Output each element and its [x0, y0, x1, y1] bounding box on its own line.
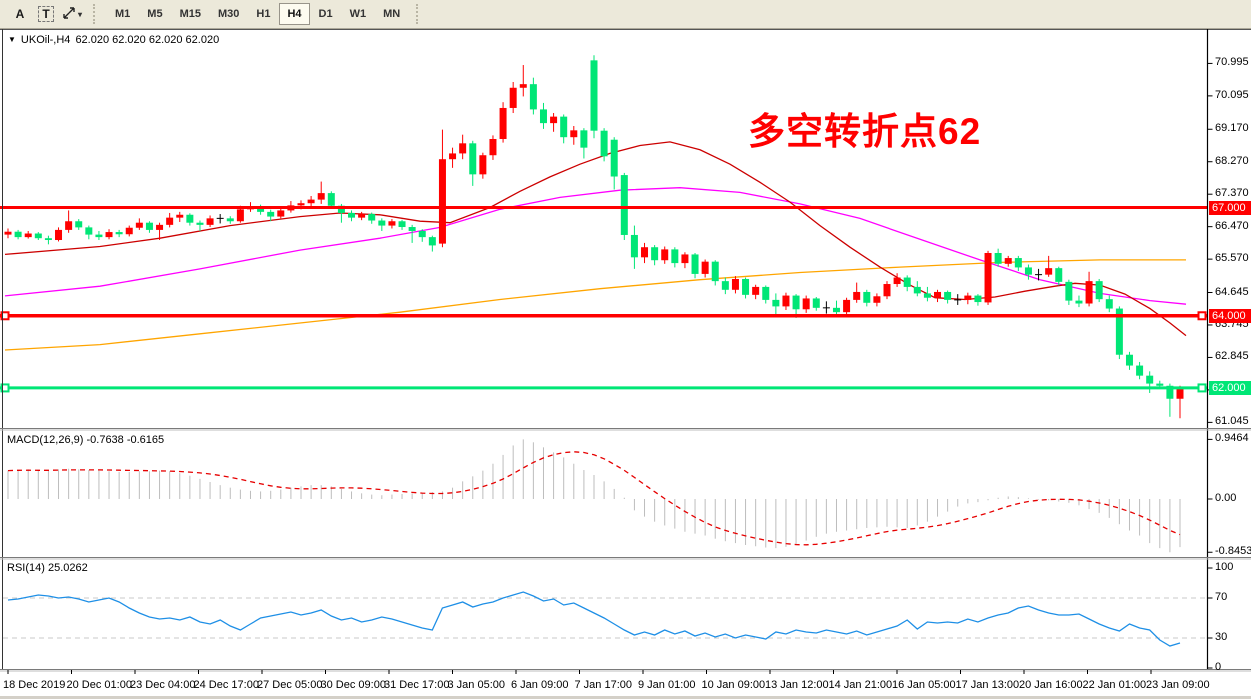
rsi-pane — [3, 591, 1208, 647]
timeframe-button-w1[interactable]: W1 — [349, 8, 367, 20]
window-bottom-edge — [0, 696, 1251, 699]
time-axis-label: 20 Jan 16:00 — [1019, 679, 1083, 691]
time-axis-label: 13 Jan 12:00 — [765, 679, 829, 691]
time-axis-label: 10 Jan 09:00 — [701, 679, 766, 691]
time-axis-label: 22 Jan 01:00 — [1082, 679, 1147, 691]
rsi-indicator-label: RSI(14) 25.0262 — [7, 562, 88, 574]
ohlc-values: 62.020 62.020 62.020 62.020 — [75, 34, 220, 46]
ma-line-slow-orange — [4, 259, 1186, 351]
pane-borders — [0, 29, 1251, 674]
time-axis-label: 14 Jan 21:00 — [828, 679, 893, 691]
price-tick-label: 66.470 — [1215, 219, 1249, 232]
rsi-tick-label: 100 — [1215, 561, 1234, 573]
toolbar: A T ▾ M1 M5 M15 M30 H1 H4 D1 W1 MN — [0, 0, 1251, 29]
chart-canvas[interactable] — [0, 29, 1251, 696]
price-tick-label: 69.170 — [1215, 122, 1249, 135]
time-axis-label: 18 Dec 2019 — [3, 679, 66, 691]
macd-pane — [7, 439, 1181, 553]
price-level-badge-67.000: 67.000 — [1209, 200, 1251, 215]
macd-signal-line — [7, 451, 1181, 546]
chart-title: ▼ UKOil-,H4 62.020 62.020 62.020 62.020 — [8, 34, 219, 46]
macd-indicator-label: MACD(12,26,9) -0.7638 -0.6165 — [7, 434, 165, 446]
time-axis-label: 31 Dec 17:00 — [384, 679, 450, 691]
timeframe-button-m1[interactable]: M1 — [115, 8, 131, 20]
time-axis-label: 20 Dec 01:00 — [66, 679, 132, 691]
time-axis-label: 3 Jan 05:00 — [447, 679, 506, 691]
ma-line-mid-magenta — [4, 187, 1187, 305]
toolbar-grip-2[interactable] — [416, 4, 421, 24]
price-tick-label: 67.370 — [1215, 187, 1249, 200]
hline-handle[interactable] — [1197, 383, 1207, 393]
macd-tick-label: 0.00 — [1215, 492, 1237, 504]
text-tool-button[interactable]: T — [34, 2, 58, 26]
price-level-badge-62.000: 62.000 — [1209, 380, 1251, 395]
horizontal-level-lines[interactable] — [0, 206, 1208, 393]
time-axis-label: 16 Jan 05:00 — [892, 679, 956, 691]
price-tick-label: 61.045 — [1215, 415, 1249, 428]
hline-handle[interactable] — [1197, 311, 1207, 321]
timeframe-button-mn[interactable]: MN — [383, 8, 401, 20]
text-tool-label: T — [38, 6, 54, 22]
annotate-tool-button[interactable]: A — [15, 7, 25, 21]
rsi-tick-label: 0 — [1215, 661, 1222, 673]
price-tick-label: 68.270 — [1215, 154, 1249, 167]
time-axis-label: 7 Jan 17:00 — [574, 679, 633, 691]
toolbar-grip[interactable] — [93, 4, 98, 24]
rsi-line — [7, 591, 1181, 647]
rsi-tick-label: 30 — [1215, 631, 1228, 643]
time-axis-label: 27 Dec 05:00 — [257, 679, 323, 691]
arrows-icon — [62, 6, 76, 23]
rsi-tick-label: 70 — [1215, 591, 1228, 603]
price-tick-label: 62.845 — [1215, 350, 1249, 363]
macd-tick-label: -0.8453 — [1215, 545, 1251, 558]
timeframe-button-m30[interactable]: M30 — [217, 8, 240, 20]
chevron-down-icon: ▾ — [77, 9, 82, 19]
moving-averages — [4, 141, 1187, 351]
timeframe-button-h1[interactable]: H1 — [256, 8, 271, 20]
timeframe-group: M1 M5 M15 M30 H1 H4 D1 W1 MN — [107, 3, 409, 25]
time-axis-label: 24 Dec 17:00 — [193, 679, 259, 691]
macd-tick-label: 0.9464 — [1215, 432, 1249, 445]
chart-annotation-text: 多空转折点62 — [748, 111, 982, 152]
time-axis-label: 23 Jan 09:00 — [1146, 679, 1210, 691]
symbol-period-label: UKOil-,H4 — [20, 34, 71, 46]
price-tick-label: 65.570 — [1215, 252, 1249, 265]
time-axis-label: 17 Jan 13:00 — [955, 679, 1020, 691]
timeframe-button-h4[interactable]: H4 — [279, 3, 310, 25]
time-axis-label: 30 Dec 09:00 — [320, 679, 386, 691]
rsi-value: 25.0262 — [47, 562, 88, 574]
price-tick-label: 64.645 — [1215, 285, 1249, 298]
macd-values: -0.7638 -0.6165 — [86, 434, 165, 446]
timeframe-button-d1[interactable]: D1 — [318, 8, 333, 20]
time-axis-label: 23 Dec 04:00 — [130, 679, 196, 691]
hline-handle[interactable] — [0, 383, 10, 393]
price-level-badge-64.000: 64.000 — [1209, 308, 1251, 323]
time-axis-label: 9 Jan 01:00 — [638, 679, 696, 691]
candles — [4, 55, 1184, 419]
price-tick-label: 70.995 — [1215, 56, 1249, 69]
time-axis-label: 6 Jan 09:00 — [511, 679, 569, 691]
price-tick-label: 70.095 — [1215, 88, 1249, 101]
hline-handle[interactable] — [0, 311, 10, 321]
chart-window: ▼ UKOil-,H4 62.020 62.020 62.020 62.020 … — [0, 29, 1251, 696]
arrows-tool-button[interactable]: ▾ — [60, 2, 84, 26]
timeframe-button-m5[interactable]: M5 — [147, 8, 163, 20]
ma-line-fast-red — [4, 141, 1187, 337]
chart-collapse-icon[interactable]: ▼ — [8, 35, 16, 44]
timeframe-button-m15[interactable]: M15 — [179, 8, 201, 20]
